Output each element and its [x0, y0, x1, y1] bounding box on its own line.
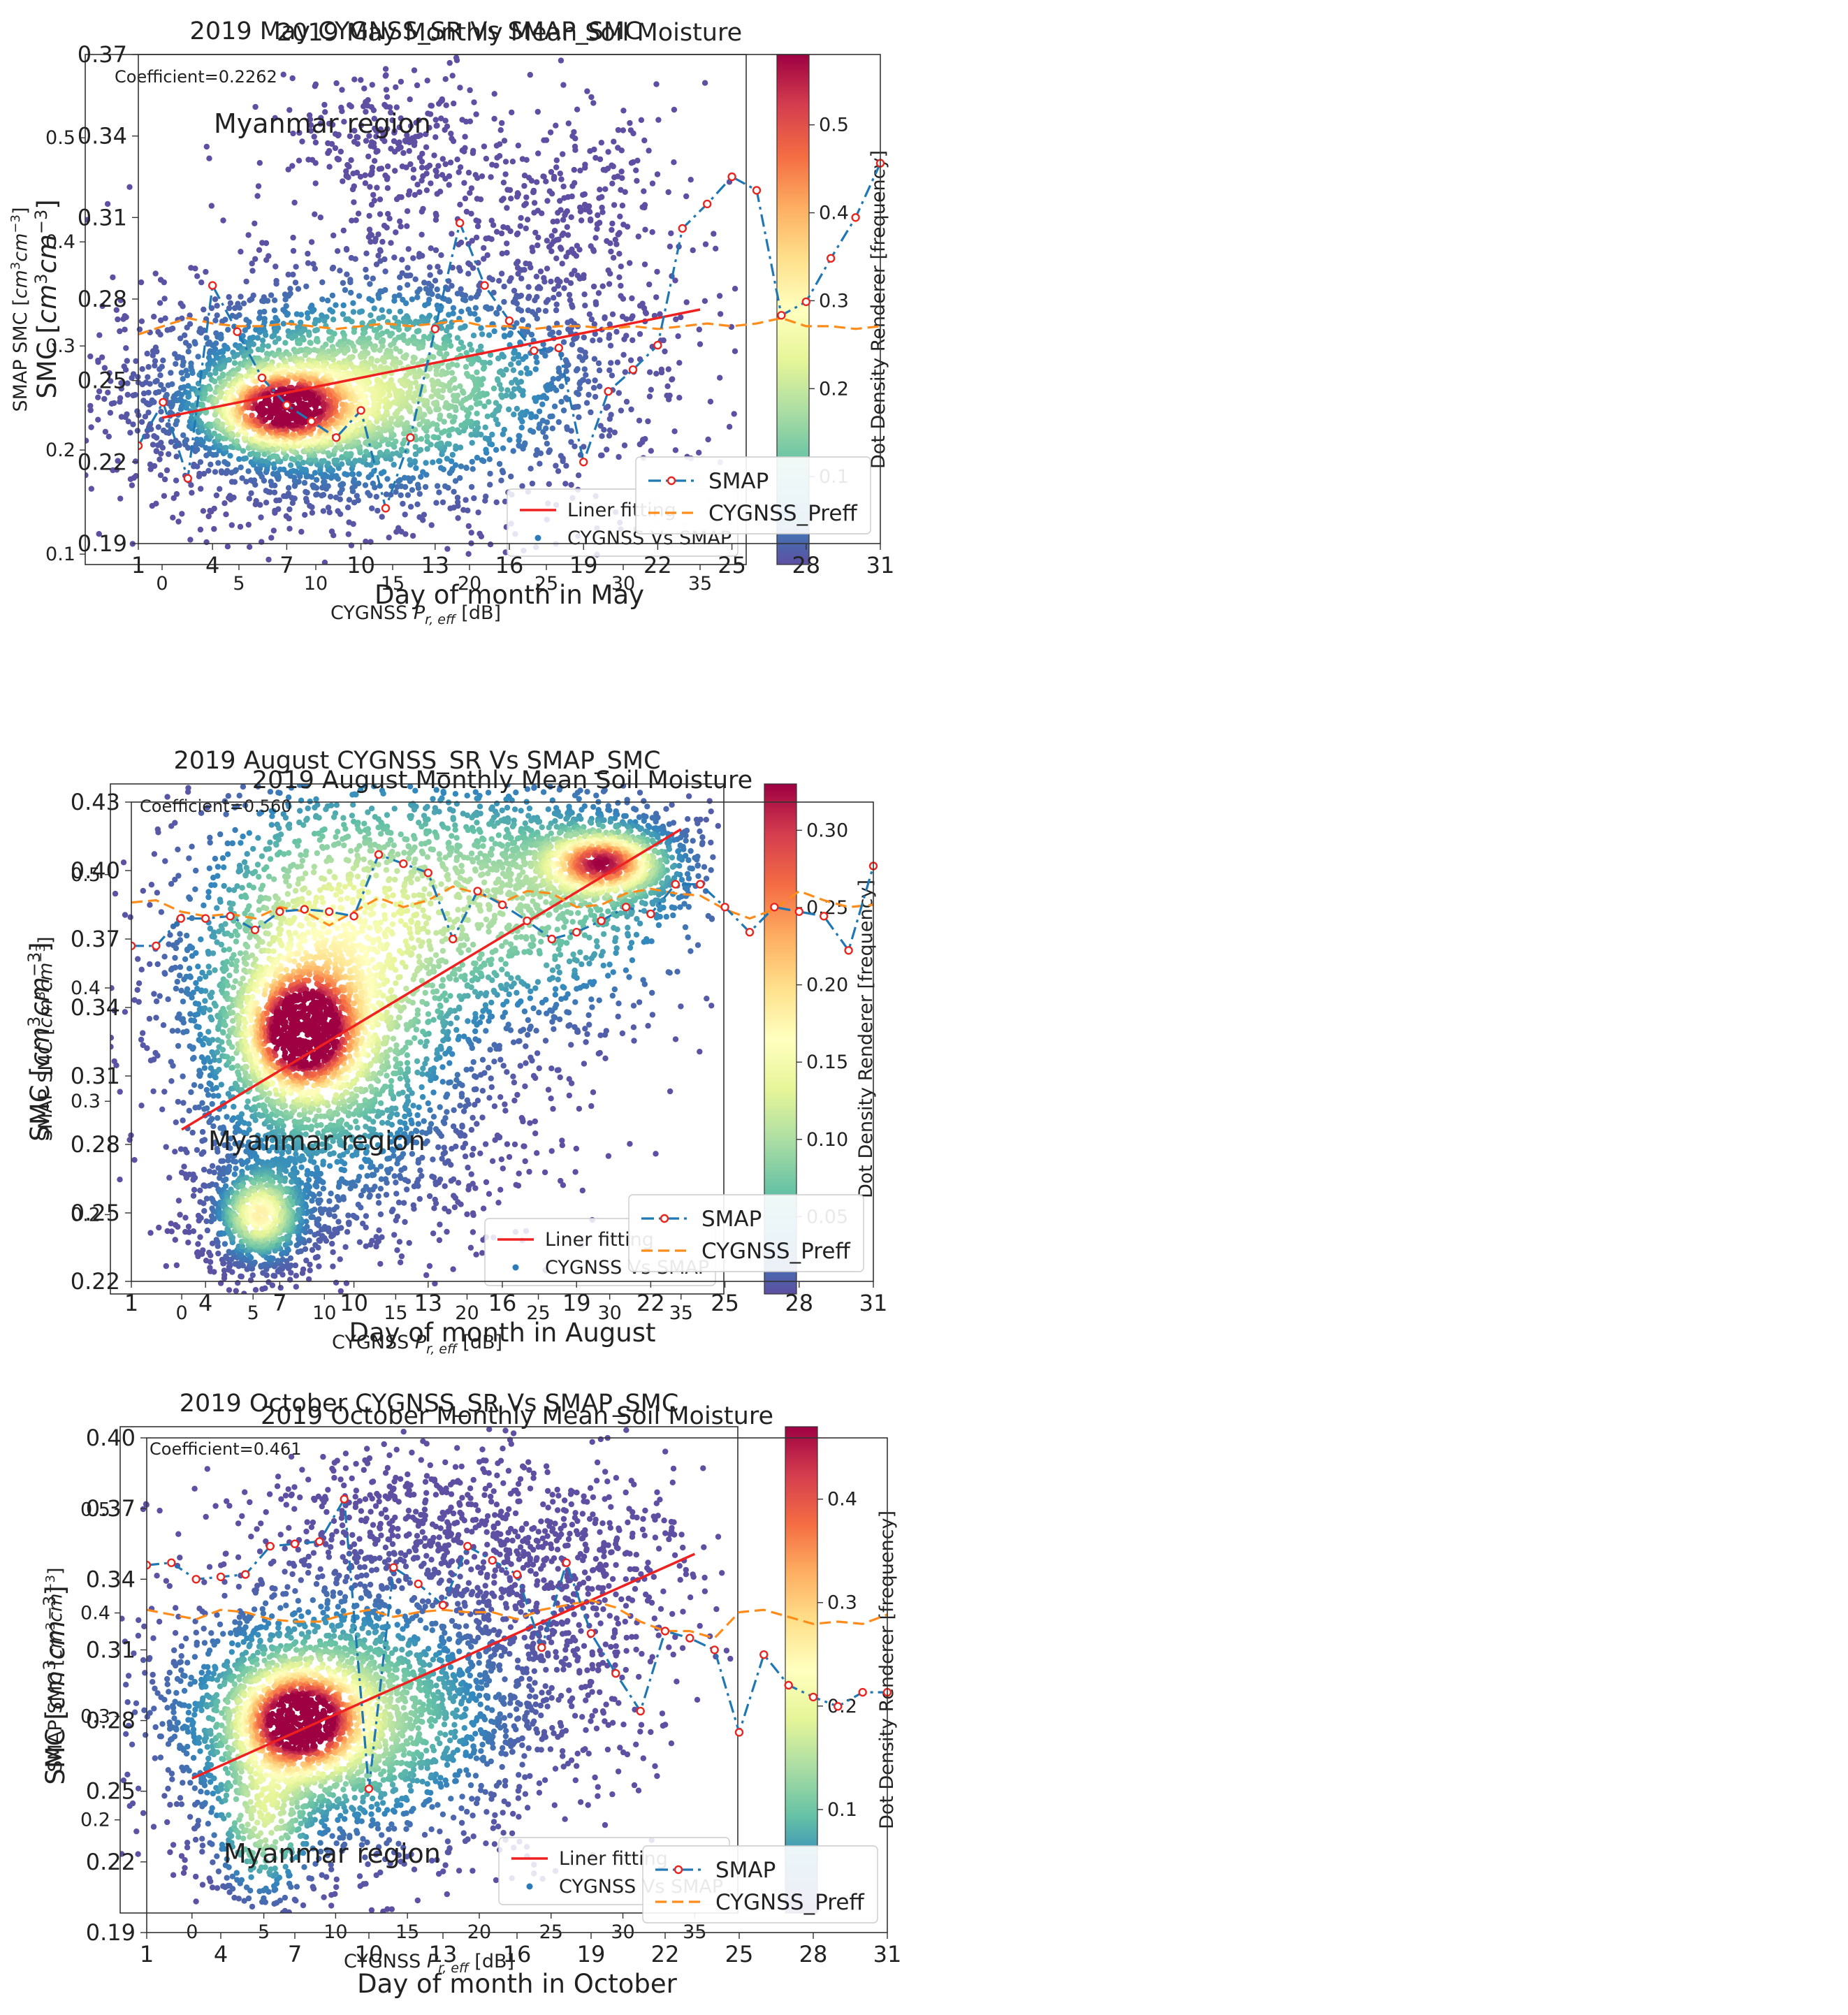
label-part: SMC [ — [32, 323, 62, 398]
region-annotation: Myanmar region — [214, 108, 431, 139]
smap-marker — [555, 344, 562, 351]
smap-marker — [382, 504, 389, 511]
smap-marker — [407, 434, 414, 441]
y-axis-label: SMC [cm3cm−3] — [31, 199, 62, 398]
smap-marker — [283, 402, 290, 409]
smap-marker — [605, 388, 612, 395]
smap-marker — [803, 298, 810, 305]
legend-label-smap: SMAP — [708, 469, 769, 494]
label-part: ] — [32, 199, 62, 209]
smap-marker — [159, 399, 166, 406]
may-line-chart: 2019 May Monthly Mean Soil Moisture 1 4 7 10… — [0, 0, 922, 629]
label-part: cm — [32, 234, 62, 273]
x-axis-label: Day of month in May — [374, 580, 644, 610]
x-tick-label: 31 — [866, 552, 895, 579]
smap-marker — [530, 347, 537, 354]
x-tick-label: 7 — [279, 552, 293, 579]
smap-marker — [778, 312, 785, 319]
x-tick-label: 28 — [792, 552, 820, 579]
smap-marker — [679, 225, 686, 232]
y-tick-label: 0.22 — [78, 449, 127, 475]
chart-title: 2019 May Monthly Mean Soil Moisture — [277, 19, 742, 47]
y-tick-label: 0.19 — [78, 530, 127, 557]
legend-marker-smap — [668, 477, 675, 484]
smap-marker — [308, 418, 315, 425]
x-tick-label: 22 — [643, 552, 672, 579]
smap-marker — [852, 214, 859, 221]
label-part: 3 — [31, 274, 51, 284]
x-tick-label: 10 — [347, 552, 375, 579]
label-part: cm — [32, 284, 62, 323]
smap-marker — [704, 201, 711, 208]
smap-marker — [481, 282, 488, 289]
smap-marker — [654, 342, 661, 349]
y-tick-label: 0.31 — [78, 204, 127, 231]
y-tick-label: 0.34 — [78, 123, 127, 150]
smap-marker — [506, 317, 513, 324]
smap-marker — [827, 255, 834, 262]
smap-marker — [184, 475, 191, 482]
smap-marker — [753, 187, 760, 194]
x-tick-label: 1 — [131, 552, 145, 579]
x-tick-label: 25 — [718, 552, 746, 579]
smap-marker — [630, 366, 636, 373]
smap-marker — [580, 458, 587, 465]
smap-marker — [729, 173, 736, 180]
legend-label-cygnss: CYGNSS_Preff — [708, 501, 857, 526]
smap-marker — [209, 282, 216, 289]
smap-marker — [432, 326, 439, 333]
label-part: −3 — [31, 210, 51, 234]
x-tick-label: 13 — [421, 552, 449, 579]
smap-marker — [259, 374, 265, 381]
smap-marker — [333, 434, 340, 441]
x-tick-label: 19 — [569, 552, 598, 579]
y-tick-label: 0.28 — [78, 286, 127, 312]
smap-marker — [358, 407, 365, 414]
y-tick-label: 0.25 — [78, 368, 127, 394]
x-tick-label: 4 — [205, 552, 219, 579]
smap-marker — [234, 328, 241, 335]
x-tick-label: 16 — [495, 552, 524, 579]
y-tick-label: 0.37 — [78, 41, 127, 68]
panel-may-line: 2019 May Monthly Mean Soil Moisture 1 4 7 10… — [0, 0, 922, 629]
smap-marker — [456, 219, 463, 226]
